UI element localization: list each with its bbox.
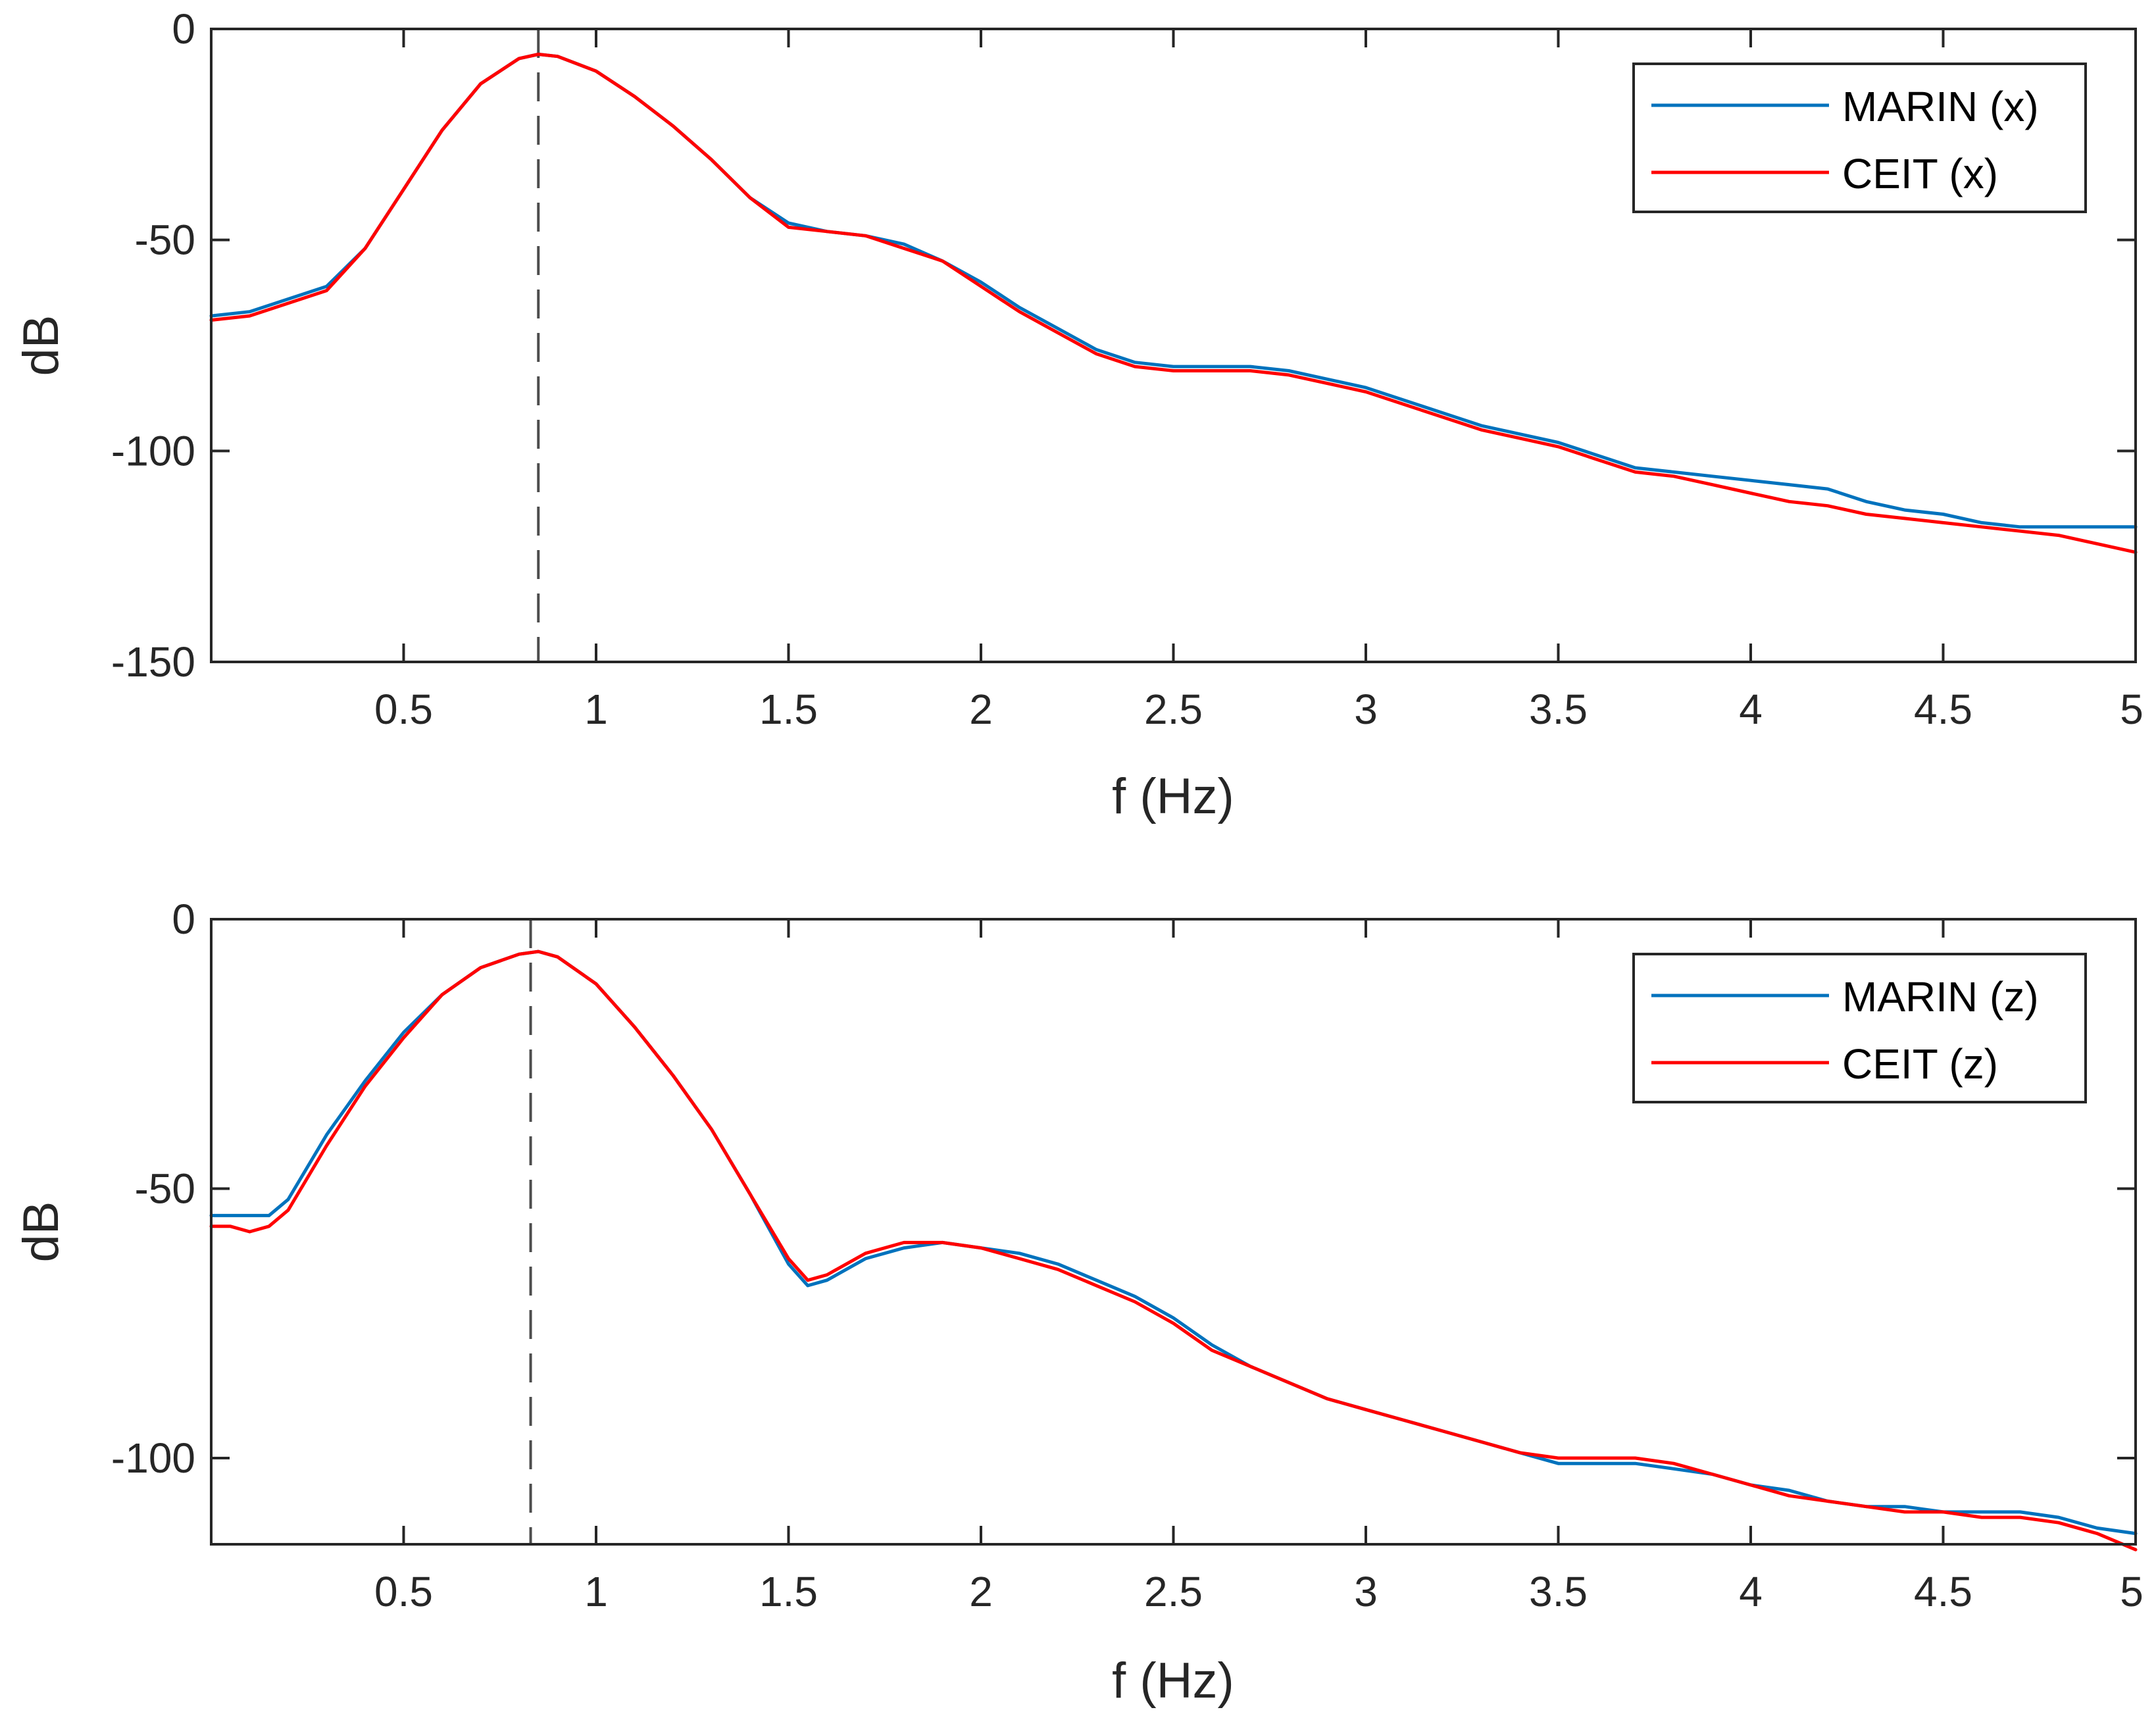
chart-x-panel: 0.5 1 1.5 2 2.5 3 3.5 4 4.5 5 0 -50 -100 -150 f (Hz)… [13, 5, 2143, 824]
x-axis-title-z: f (Hz) [1112, 1653, 1234, 1709]
x-tick-label-x: 4.5 [1914, 686, 1972, 733]
chart-z-panel: 0.5 1 1.5 2 2.5 3 3.5 4 4.5 5 0-50-100 f (Hz) dB … [13, 896, 2143, 1709]
legend-label-marin-z: MARIN (z) [1842, 973, 2039, 1021]
x-tick-label-x: 1 [584, 686, 608, 733]
x-tick-label-x: 3.5 [1529, 686, 1588, 733]
x-tick-label-z: 5 [2120, 1568, 2143, 1615]
x-tick-label-z: 3.5 [1529, 1568, 1588, 1615]
x-tick-label-x: 4 [1739, 686, 1763, 733]
y-tick-label-x: 0 [172, 5, 195, 53]
y-tick-label-z: 0 [172, 896, 195, 943]
y-axis-title-z: dB [13, 1201, 69, 1263]
y-tick-label-x: -50 [135, 216, 196, 264]
y-axis-title-x: dB [13, 315, 69, 376]
legend-label-ceit-x: CEIT (x) [1842, 150, 1998, 197]
x-axis-title-x: f (Hz) [1112, 769, 1234, 824]
y-tick-label-z: -100 [111, 1434, 195, 1482]
series-line-ceit-x [209, 53, 2138, 554]
y-tick-label-x: -100 [111, 427, 195, 474]
legend-label-ceit-z: CEIT (z) [1842, 1040, 1998, 1088]
legend-box-z [1632, 953, 2087, 1103]
x-tick-label-z: 1 [584, 1568, 608, 1615]
x-tick-label-x: 0.5 [374, 686, 433, 733]
legend-z: MARIN (z) CEIT (z) [1632, 953, 2087, 1103]
x-tick-label-x: 2.5 [1144, 686, 1203, 733]
x-tick-label-x: 1.5 [759, 686, 818, 733]
x-tick-label-z: 3 [1354, 1568, 1378, 1615]
x-tick-label-z: 2.5 [1144, 1568, 1203, 1615]
legend-label-marin-x: MARIN (x) [1842, 83, 2039, 130]
x-tick-label-x: 2 [969, 686, 993, 733]
x-tick-label-z: 1.5 [759, 1568, 818, 1615]
x-tick-label-x: 5 [2120, 686, 2143, 733]
x-tick-label-z: 2 [969, 1568, 993, 1615]
legend-box-x [1632, 63, 2087, 213]
series-line-ceit-z [209, 949, 2138, 1552]
legend-x: MARIN (x) CEIT (x) [1632, 63, 2087, 213]
x-tick-label-z: 4 [1739, 1568, 1763, 1615]
y-tick-label-x: -150 [111, 638, 195, 686]
x-tick-label-z: 4.5 [1914, 1568, 1972, 1615]
y-tick-label-z: -50 [135, 1165, 196, 1212]
x-tick-label-z: 0.5 [374, 1568, 433, 1615]
x-tick-label-x: 3 [1354, 686, 1378, 733]
